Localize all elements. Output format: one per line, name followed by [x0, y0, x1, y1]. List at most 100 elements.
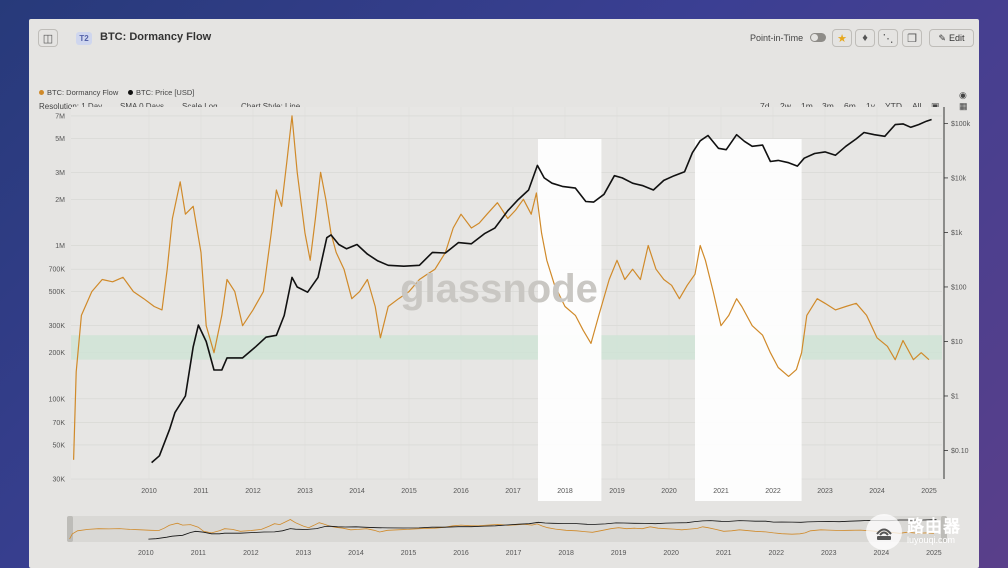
resolution-select[interactable]: Resolution: 1 Day ⌄	[39, 102, 112, 111]
navigator-tick-label: 2011	[191, 550, 206, 557]
copy-button[interactable]: ❐	[902, 29, 922, 47]
navigator-tick-label: 2020	[663, 550, 679, 557]
y-left-tick-label: 1M	[55, 243, 65, 250]
chart-svg: 7M5M3M2M1M700K500K300K200K100K70K50K30K …	[49, 107, 971, 557]
scale-select[interactable]: Scale Log ⌄	[182, 102, 227, 111]
y-right-tick-label: $100	[951, 284, 967, 291]
range-7d[interactable]: 7d	[760, 101, 770, 111]
x-axis: 2010 2011 2012 2013 2014 2015 2016 2017 2018 2019…	[141, 488, 937, 495]
range-3m[interactable]: 3m	[822, 101, 834, 111]
alert-button[interactable]: ♦	[855, 29, 875, 47]
y-left-tick-label: 50K	[53, 442, 66, 449]
x-tick-label: 2016	[453, 488, 469, 495]
chart-header: ◫ T2 BTC: Dormancy Flow Point-in-Time ★ …	[29, 19, 979, 57]
y-left-tick-label: 300K	[49, 323, 66, 330]
y-axis-left: 7M 5M 3M 2M 1M 700K 500K 300K 200K 100K 70K 50K 30K	[49, 113, 66, 483]
legend-label-price: BTC: Price [USD]	[136, 88, 195, 97]
legend-swatch-dormancy	[39, 90, 44, 95]
point-in-time-toggle[interactable]	[810, 33, 826, 42]
x-tick-label: 2021	[713, 488, 729, 495]
y-left-tick-label: 3M	[55, 170, 65, 177]
star-icon: ★	[837, 32, 847, 45]
calendar-icon[interactable]: ▦	[959, 101, 968, 111]
x-tick-label: 2019	[609, 488, 625, 495]
highlight-box	[695, 139, 802, 501]
highlight-boxes	[537, 139, 802, 501]
navigator-tick-label: 2025	[926, 550, 942, 557]
zoom-range-icon[interactable]: ▣	[931, 101, 940, 111]
series-line-btc-price	[151, 118, 932, 464]
series-line-dormancy-flow	[73, 115, 930, 460]
navigator-tick-label: 2022	[768, 550, 784, 557]
x-tick-label: 2014	[349, 488, 365, 495]
y-right-tick-label: $100k	[951, 121, 971, 128]
sidebar-icon: ◫	[42, 32, 54, 45]
x-tick-label: 2023	[817, 488, 833, 495]
navigator-tick-label: 2017	[506, 550, 522, 557]
watermark-site-url: luyouqi.com	[907, 535, 956, 545]
navigator-tick-label: 2012	[243, 550, 259, 557]
copy-icon: ❐	[907, 32, 917, 45]
navigator-tick-label: 2018	[558, 550, 574, 557]
legend-item-dormancy[interactable]: BTC: Dormancy Flow	[39, 88, 118, 97]
green-band	[71, 335, 942, 360]
x-tick-label: 2025	[921, 488, 937, 495]
glassnode-watermark: glassnode	[400, 267, 598, 311]
navigator-tick-label: 2016	[453, 550, 469, 557]
y-right-tick-label: $10k	[951, 175, 967, 182]
range-6m[interactable]: 6m	[844, 101, 856, 111]
tier-badge: T2	[76, 32, 92, 45]
edit-button[interactable]: ✎ Edit	[929, 29, 974, 47]
navigator-tick-label: 2023	[821, 550, 837, 557]
y-right-tick-label: $1	[951, 393, 959, 400]
y-left-tick-label: 70K	[53, 420, 66, 427]
navigator-tick-label: 2021	[716, 550, 732, 557]
edit-label: Edit	[949, 33, 965, 43]
x-tick-label: 2020	[661, 488, 677, 495]
y-right-tick-label: $0.10	[951, 448, 969, 455]
chart-style-select[interactable]: Chart Style: Line ⌄	[241, 102, 310, 111]
share-button[interactable]: ⋱	[878, 29, 898, 47]
support-band	[71, 335, 942, 360]
caption-strip	[0, 568, 1008, 577]
pencil-icon: ✎	[938, 32, 947, 43]
chart-window: ◫ T2 BTC: Dormancy Flow Point-in-Time ★ …	[29, 19, 979, 568]
x-tick-label: 2012	[245, 488, 261, 495]
range-1m[interactable]: 1m	[801, 101, 813, 111]
range-all[interactable]: All	[912, 101, 922, 111]
y-left-tick-label: 7M	[55, 113, 65, 120]
x-tick-label: 2011	[193, 488, 208, 495]
site-watermark: 路由器 luyouqi.com	[866, 514, 961, 550]
navigator-tick-label: 2014	[348, 550, 364, 557]
sidebar-toggle-button[interactable]: ◫	[38, 29, 58, 47]
x-tick-label: 2022	[765, 488, 781, 495]
navigator-track	[67, 516, 947, 542]
series-lines	[73, 115, 932, 464]
y-left-tick-label: 2M	[55, 197, 65, 204]
sma-select[interactable]: SMA 0 Days ⌄	[120, 102, 173, 111]
navigator-tick-label: 2024	[874, 550, 890, 557]
x-tick-label: 2017	[505, 488, 521, 495]
page-title: BTC: Dormancy Flow	[100, 31, 212, 43]
navigator-line-price	[148, 519, 937, 540]
navigator-tick-label: 2019	[611, 550, 627, 557]
range-1y[interactable]: 1y	[866, 101, 875, 111]
share-icon: ⋱	[882, 32, 894, 45]
router-icon	[866, 514, 902, 550]
x-tick-label: 2010	[141, 488, 157, 495]
range-navigator[interactable]: 2010 2011 2012 2013 2014 2015 2016 2017 2018 2019…	[67, 516, 947, 557]
y-left-tick-label: 500K	[49, 289, 66, 296]
watermark-site-name: 路由器	[907, 517, 961, 536]
range-2w[interactable]: 2w	[780, 101, 791, 111]
range-ytd[interactable]: YTD	[885, 101, 902, 111]
point-in-time-label: Point-in-Time	[750, 33, 804, 43]
y-right-tick-label: $1k	[951, 230, 963, 237]
navigator-tick-label: 2010	[138, 550, 154, 557]
x-tick-label: 2015	[401, 488, 417, 495]
legend-item-price[interactable]: BTC: Price [USD]	[128, 88, 194, 97]
x-tick-label: 2018	[557, 488, 573, 495]
chart-toolbar: Resolution: 1 Day ⌄ SMA 0 Days ⌄ Scale L…	[29, 57, 979, 111]
camera-icon[interactable]: ◉	[959, 90, 967, 100]
favorite-button[interactable]: ★	[832, 29, 852, 47]
y-left-tick-label: 30K	[53, 477, 66, 484]
